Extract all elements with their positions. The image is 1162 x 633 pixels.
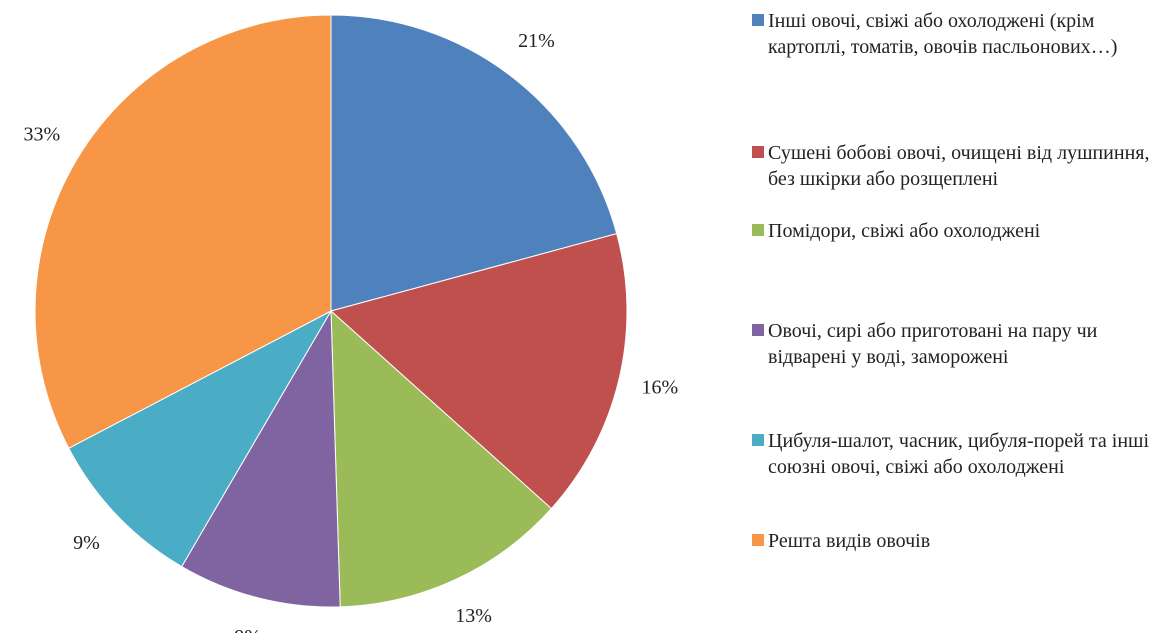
data-label: 9% — [234, 626, 261, 633]
data-label: 9% — [73, 532, 100, 554]
legend-label: Інші овочі, свіжі або охолоджені (крім к… — [768, 10, 1118, 58]
legend-swatch — [752, 224, 764, 236]
data-label: 13% — [455, 605, 492, 627]
legend-label: Овочі, сирі або приготовані на пару чи в… — [768, 320, 1098, 368]
pie-slice — [34, 14, 332, 449]
legend-item: Сушені бобові овочі, очищені від лушпинн… — [752, 140, 1152, 192]
data-label: 33% — [24, 124, 61, 146]
data-label: 16% — [642, 377, 679, 399]
legend-swatch — [752, 324, 764, 336]
legend-item: Овочі, сирі або приготовані на пару чи в… — [752, 318, 1152, 370]
legend-item: Цибуля-шалот, часник, цибуля-порей та ін… — [752, 428, 1152, 480]
legend-swatch — [752, 146, 764, 158]
data-label: 21% — [518, 30, 555, 52]
pie-slice — [330, 14, 618, 312]
legend-swatch — [752, 434, 764, 446]
pie-slice — [68, 309, 333, 568]
pie-slice — [329, 233, 628, 510]
legend-item: Помідори, свіжі або охолоджені — [752, 218, 1152, 244]
legend-label: Сушені бобові овочі, очищені від лушпинн… — [768, 142, 1150, 190]
pie-slice — [180, 309, 341, 608]
legend-swatch — [752, 14, 764, 26]
legend-item: Інші овочі, свіжі або охолоджені (крім к… — [752, 8, 1152, 60]
legend-label: Решта видів овочів — [768, 530, 931, 552]
legend-swatch — [752, 534, 764, 546]
legend-label: Цибуля-шалот, часник, цибуля-порей та ін… — [768, 430, 1150, 478]
pie-slice — [330, 309, 553, 608]
legend-item: Решта видів овочів — [752, 528, 1152, 554]
legend-label: Помідори, свіжі або охолоджені — [768, 220, 1041, 242]
